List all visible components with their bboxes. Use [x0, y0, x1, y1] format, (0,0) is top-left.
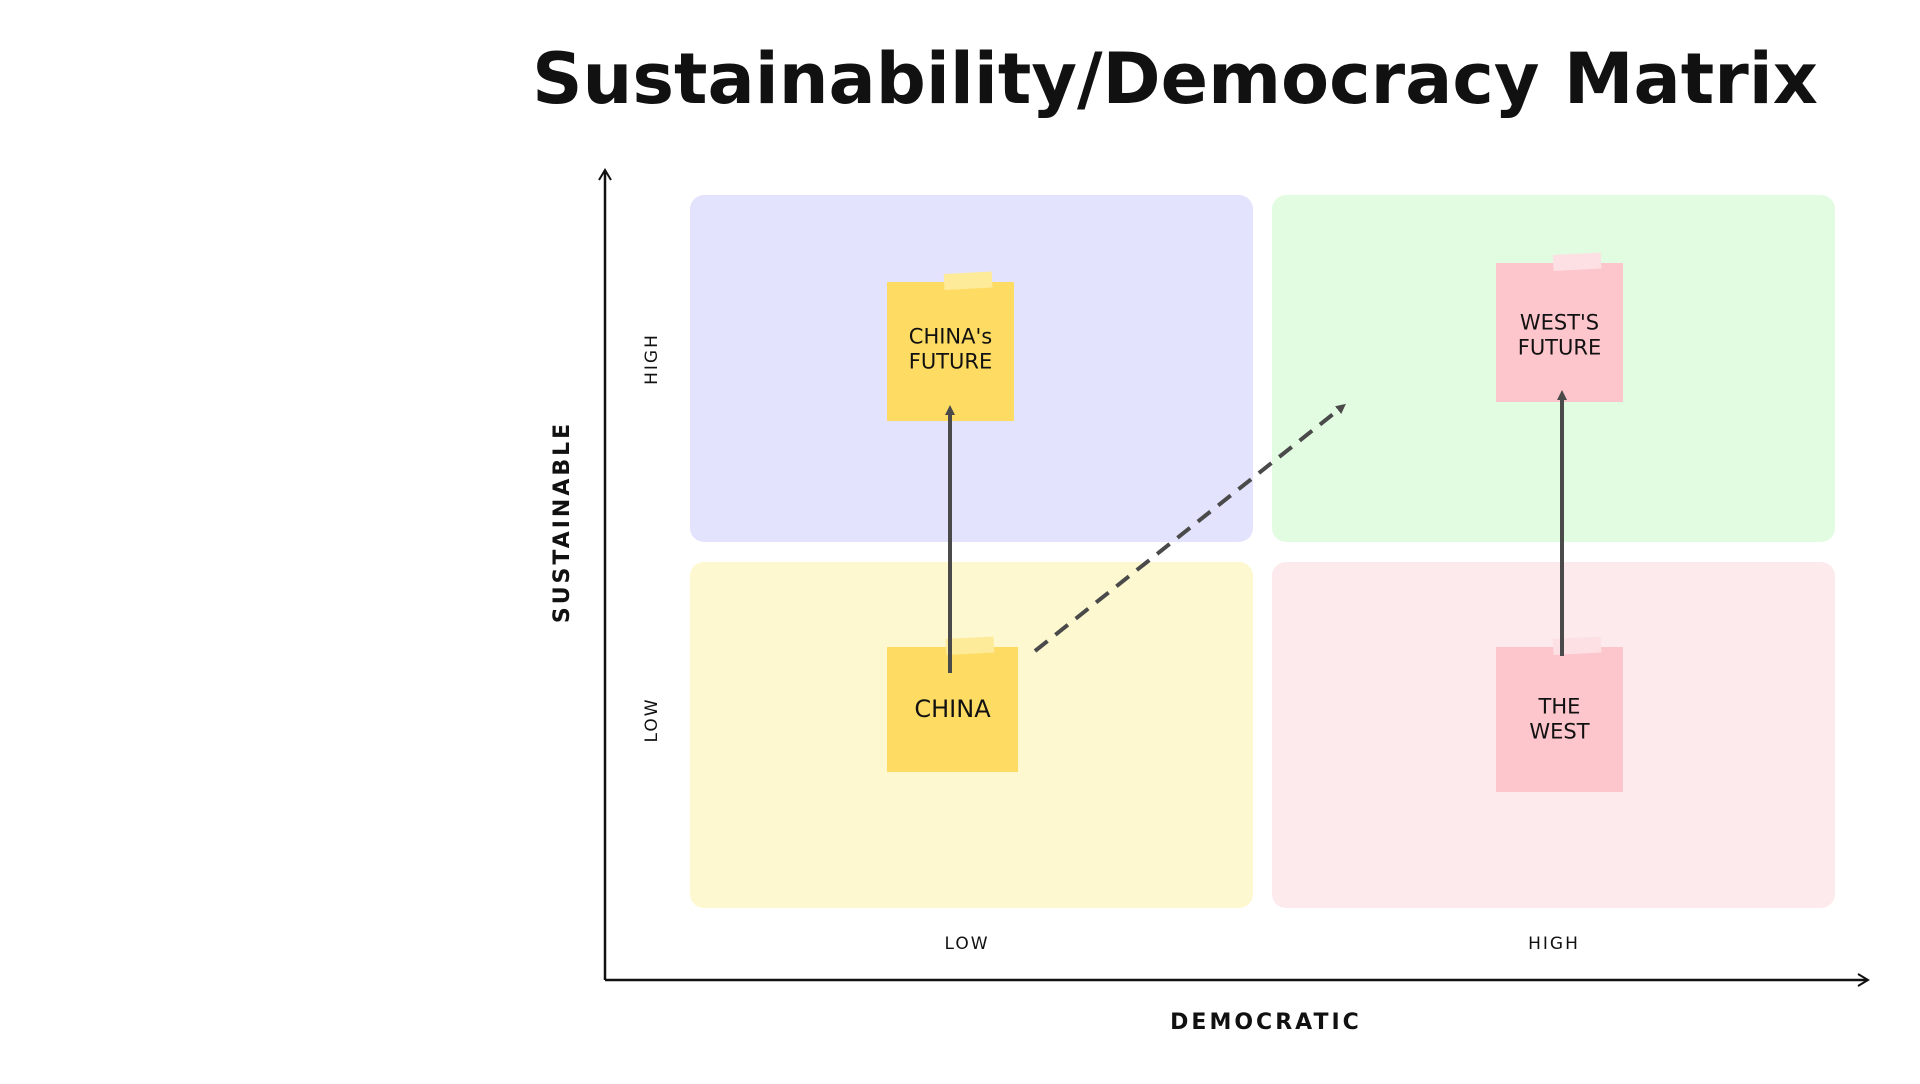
sticky-tape	[943, 271, 993, 290]
note-text: WEST'S	[1520, 311, 1599, 335]
sticky-tape	[1552, 636, 1602, 655]
x-low-label: LOW	[944, 934, 989, 954]
y-axis-label: SUSTAINABLE	[550, 421, 575, 623]
note-text: FUTURE	[1518, 336, 1602, 360]
sticky-note	[1496, 647, 1623, 792]
sticky-note	[887, 282, 1014, 421]
x-axis-label: DEMOCRATIC	[1170, 1010, 1362, 1035]
sticky-tape	[1552, 252, 1602, 271]
note-text: CHINA's	[909, 325, 992, 349]
note-text: CHINA	[914, 695, 991, 723]
sticky-tape	[945, 636, 995, 655]
note-text: FUTURE	[909, 350, 993, 374]
note-text: THE	[1538, 695, 1581, 719]
y-high-label: HIGH	[642, 333, 662, 385]
note-text: WEST	[1529, 720, 1589, 744]
dashed-arrow	[1033, 403, 1346, 653]
sticky-note	[1496, 263, 1623, 402]
y-low-label: LOW	[642, 697, 662, 742]
sticky-note	[887, 647, 1018, 772]
title: Sustainability/Democracy Matrix	[532, 38, 1818, 120]
x-high-label: HIGH	[1528, 934, 1580, 954]
